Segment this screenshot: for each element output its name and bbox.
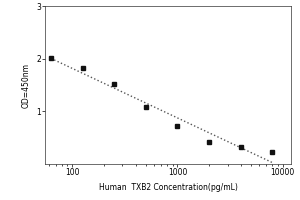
X-axis label: Human  TXB2 Concentration(pg/mL): Human TXB2 Concentration(pg/mL)	[99, 183, 237, 192]
Y-axis label: OD=450nm: OD=450nm	[21, 62, 30, 108]
